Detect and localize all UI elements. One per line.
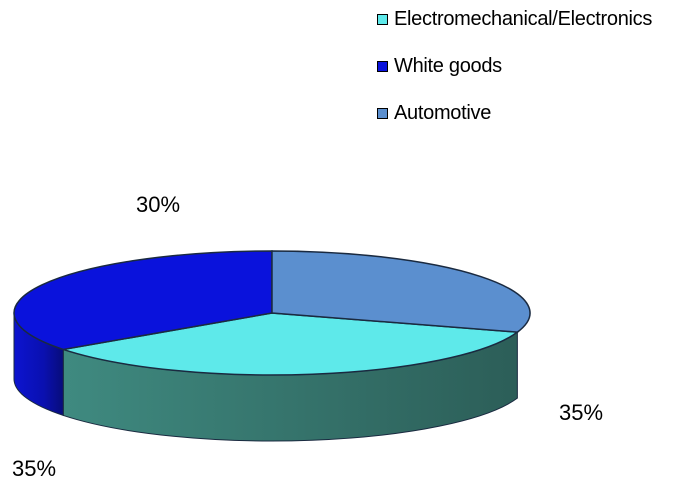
legend-swatch xyxy=(377,14,388,25)
legend-item-electromechanical: Electromechanical/Electronics xyxy=(377,8,652,31)
legend-item-automotive: Automotive xyxy=(377,102,652,125)
legend-label: Automotive xyxy=(394,102,492,124)
legend-swatch xyxy=(377,61,388,72)
legend-swatch xyxy=(377,108,388,119)
pie-slice-white-goods xyxy=(13,250,273,351)
data-label-automotive: 30% xyxy=(136,192,181,217)
legend: Electromechanical/Electronics White good… xyxy=(377,8,652,149)
legend-label: Electromechanical/Electronics xyxy=(394,8,653,30)
data-label-electromechanical: 35% xyxy=(559,400,604,425)
pie-slice-automotive xyxy=(271,250,531,333)
pie-slice-electromechanical xyxy=(63,312,520,376)
legend-label: White goods xyxy=(394,55,502,77)
pie-tops xyxy=(13,250,531,376)
legend-item-white-goods: White goods xyxy=(377,55,652,78)
data-label-white-goods: 35% xyxy=(12,456,57,481)
